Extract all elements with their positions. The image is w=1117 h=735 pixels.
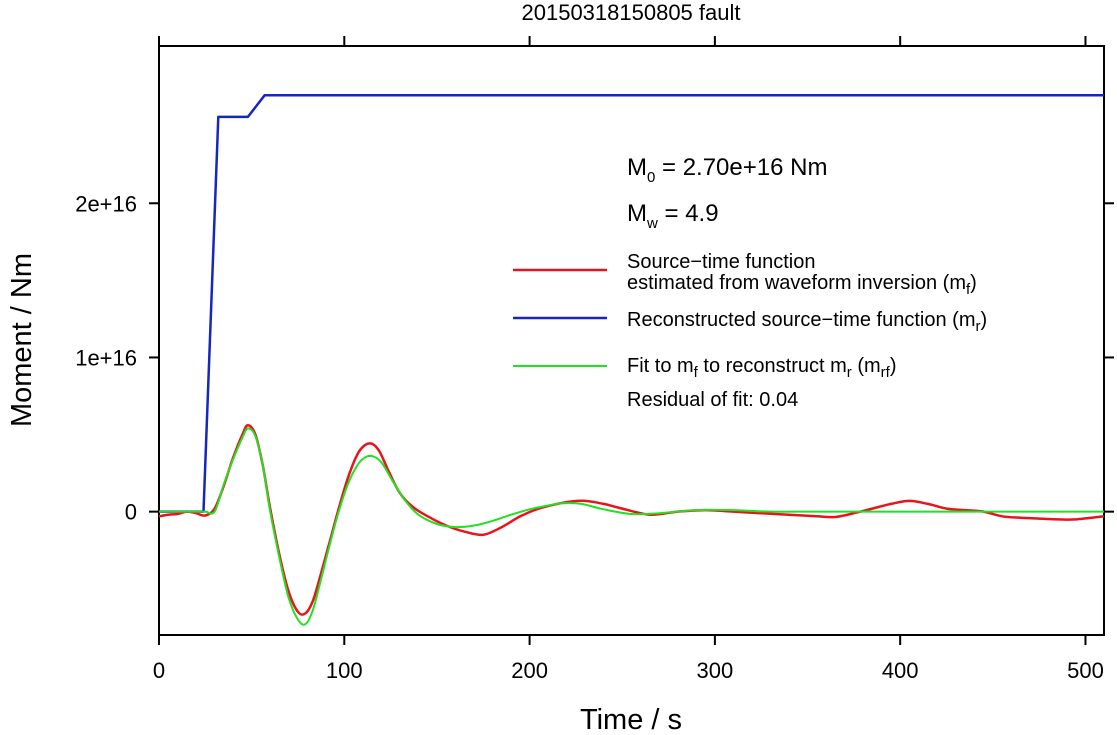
legend-label-reconstructed: Reconstructed source−time function (mr) bbox=[627, 309, 987, 335]
legend-label-mr-sub: r bbox=[976, 318, 981, 335]
moment-magnitude-annotation: Mw = 4.9 bbox=[627, 200, 719, 232]
legend-fit-p2: to reconstruct m bbox=[698, 355, 847, 377]
mw-value: = 4.9 bbox=[658, 200, 719, 227]
legend-label-mf-post: ) bbox=[970, 272, 977, 294]
legend: Source−time function estimated from wave… bbox=[513, 251, 987, 411]
series-line-source-time-function-red bbox=[158, 424, 1105, 616]
x-tick-label: 0 bbox=[153, 658, 165, 683]
legend-fit-s1: f bbox=[694, 364, 699, 381]
legend-label-source-time-function-line1: Source−time function bbox=[627, 251, 815, 273]
x-tick-label: 500 bbox=[1067, 658, 1104, 683]
mw-symbol: M bbox=[627, 200, 647, 227]
y-tick-label: 2e+16 bbox=[75, 191, 137, 216]
legend-label-mf-sub: f bbox=[966, 281, 971, 298]
legend-fit-s2: r bbox=[847, 364, 852, 381]
y-tick-label: 0 bbox=[125, 500, 137, 525]
legend-fit-p1: Fit to m bbox=[627, 355, 694, 377]
chart-title: 20150318150805 fault bbox=[522, 0, 741, 25]
plot-frame bbox=[158, 45, 1105, 636]
legend-label-fit: Fit to mf to reconstruct mr (mrf) bbox=[627, 355, 897, 381]
legend-fit-p4: ) bbox=[890, 355, 897, 377]
x-tick-label: 300 bbox=[697, 658, 734, 683]
legend-fit-p3: (m bbox=[852, 355, 881, 377]
series-line-fit-green bbox=[159, 427, 1104, 626]
m0-subscript: 0 bbox=[647, 169, 655, 186]
legend-label-mr-pre: Reconstructed source−time function (m bbox=[627, 309, 976, 331]
mw-subscript: w bbox=[646, 215, 658, 232]
y-axis-ticks: 0 1e+16 2e+16 bbox=[75, 191, 1114, 525]
x-axis-ticks: 0 100 200 300 400 500 bbox=[153, 36, 1104, 683]
x-tick-label: 100 bbox=[326, 658, 363, 683]
m0-value: = 2.70e+16 Nm bbox=[655, 154, 827, 181]
x-tick-label: 400 bbox=[882, 658, 919, 683]
y-tick-label: 1e+16 bbox=[75, 345, 137, 370]
y-axis-label: Moment / Nm bbox=[6, 253, 38, 427]
legend-fit-s3: rf bbox=[881, 364, 891, 381]
residual-annotation: Residual of fit: 0.04 bbox=[627, 389, 798, 411]
legend-label-source-time-function-line2: estimated from waveform inversion (mf) bbox=[627, 272, 977, 298]
legend-label-mr-post: ) bbox=[981, 309, 988, 331]
legend-label-mf-pre: estimated from waveform inversion (m bbox=[627, 272, 966, 294]
m0-symbol: M bbox=[627, 154, 647, 181]
seismic-moment-annotation: M0 = 2.70e+16 Nm bbox=[627, 154, 827, 186]
x-tick-label: 200 bbox=[511, 658, 548, 683]
x-axis-label: Time / s bbox=[580, 704, 682, 735]
series-layer bbox=[158, 94, 1105, 626]
